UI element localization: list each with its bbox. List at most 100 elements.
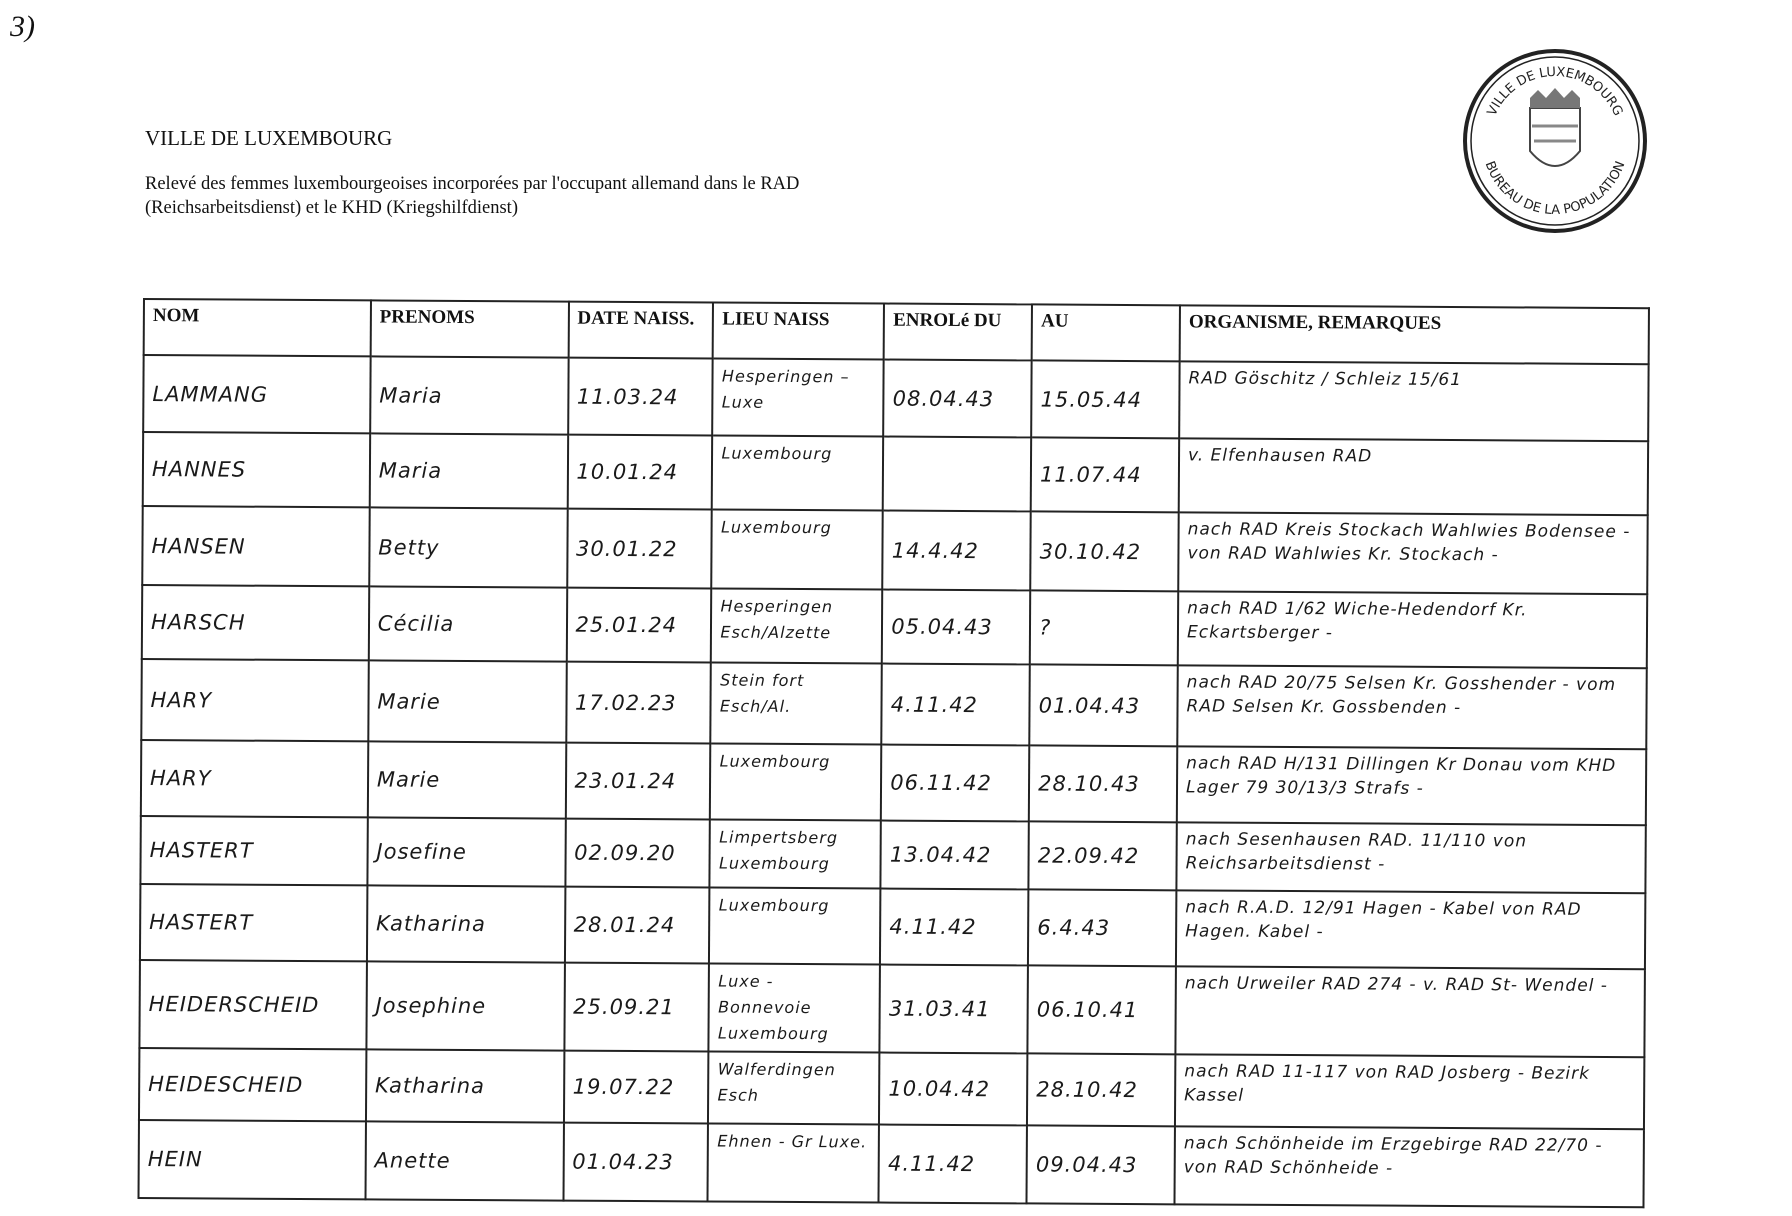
cell-remarques: nach Sesenhausen RAD. 11/110 von Reichsa…: [1176, 822, 1646, 894]
svg-text:BUREAU DE LA POPULATION: BUREAU DE LA POPULATION: [1482, 159, 1629, 218]
column-header-remarques: ORGANISME, REMARQUES: [1179, 305, 1649, 365]
cell-du: 14.4.42: [882, 510, 1031, 591]
cell-nom: HEIN: [138, 1119, 366, 1200]
column-header-enrole-du: ENROLé DU: [883, 303, 1033, 361]
cell-lieu: Luxe - Bonnevoie Luxembourg: [708, 963, 881, 1053]
cell-date: 02.09.20: [564, 818, 711, 888]
cell-date: 10.01.24: [567, 434, 713, 510]
cell-prenom: Josephine: [366, 961, 565, 1051]
cell-au: 30.10.42: [1030, 511, 1179, 592]
cell-lieu: Stein fort Esch/Al.: [710, 662, 883, 745]
cell-remarques: nach RAD H/131 Dillingen Kr Donau vom KH…: [1176, 746, 1647, 826]
table-row: LAMMANG Maria 11.03.24 Hesperingen – Luxe 08…: [143, 355, 1649, 442]
cell-au: 01.04.43: [1029, 664, 1178, 747]
cell-au: 06.10.41: [1027, 965, 1176, 1055]
column-header-date-naiss: DATE NAISS.: [568, 301, 714, 359]
column-header-prenoms: PRENOMS: [370, 300, 569, 358]
cell-prenom: Katharina: [366, 885, 565, 963]
cell-au: 22.09.42: [1028, 821, 1177, 891]
table-row: HARSCH Cécilia 25.01.24 Hesperingen Esch/Al…: [141, 585, 1648, 669]
table-row: HEIN Anette 01.04.23 Ehnen - Gr Luxe. 4.11.4…: [138, 1119, 1644, 1208]
cell-du: 08.04.43: [883, 359, 1032, 438]
table-row: HEIDESCHEID Katharina 19.07.22 Walferdingen…: [138, 1047, 1645, 1130]
cell-au: 11.07.44: [1030, 437, 1180, 513]
cell-nom: LAMMANG: [143, 355, 371, 434]
cell-remarques: nach Urweiler RAD 274 - v. RAD St- Wende…: [1175, 966, 1645, 1058]
cell-prenom: Josefine: [367, 817, 566, 887]
cell-du: 4.11.42: [878, 1124, 1028, 1204]
cell-lieu: Hesperingen Esch/Alzette: [711, 588, 883, 664]
cell-prenom: Anette: [365, 1121, 564, 1201]
cell-lieu: Limpertsberg Luxembourg: [709, 819, 882, 889]
cell-du: 05.04.43: [882, 589, 1031, 665]
cell-du: [882, 436, 1032, 512]
cell-remarques: RAD Göschitz / Schleiz 15/61: [1179, 361, 1649, 442]
cell-au: ?: [1029, 590, 1179, 666]
column-header-lieu-naiss: LIEU NAISS: [713, 302, 885, 360]
cell-date: 17.02.23: [565, 661, 712, 744]
table-row: HEIDERSCHEID Josephine 25.09.21 Luxe - Bonn…: [139, 959, 1645, 1058]
city-seal-stamp: VILLE DE LUXEMBOURG BUREAU DE LA POPULAT…: [1463, 49, 1647, 233]
cell-nom: HASTERT: [139, 883, 368, 962]
cell-date: 28.01.24: [564, 886, 710, 964]
cell-du: 06.11.42: [881, 744, 1030, 822]
cell-prenom: Cécilia: [368, 586, 567, 662]
cell-au: 6.4.43: [1028, 889, 1177, 967]
enrollment-table: NOM PRENOMS DATE NAISS. LIEU NAISS ENROL…: [137, 298, 1649, 1208]
cell-remarques: nach RAD 11-117 von RAD Josberg - Bezirk…: [1174, 1054, 1645, 1130]
cell-au: 09.04.43: [1026, 1125, 1175, 1205]
table-row: HASTERT Josefine 02.09.20 Limpertsberg Luxe…: [140, 815, 1646, 894]
cell-date: 19.07.22: [563, 1050, 709, 1124]
cell-remarques: nach RAD Kreis Stockach Wahlwies Bodense…: [1178, 512, 1648, 595]
cell-lieu: Ehnen - Gr Luxe.: [707, 1123, 880, 1203]
cell-nom: HANNES: [142, 432, 371, 508]
table-row: HANSEN Betty 30.01.22 Luxembourg 14.4.42 30.1…: [142, 506, 1648, 595]
document-subtitle: Relevé des femmes luxembourgeoises incor…: [145, 174, 800, 218]
cell-nom: HASTERT: [140, 815, 368, 886]
cell-lieu: Luxembourg: [711, 509, 883, 590]
table-row: HASTERT Katharina 28.01.24 Luxembourg 4.11.4…: [139, 883, 1646, 970]
cell-du: 13.04.42: [880, 820, 1029, 890]
cell-lieu: Luxembourg: [709, 887, 881, 965]
table-row: HANNES Maria 10.01.24 Luxembourg 11.07.44 v. …: [142, 432, 1649, 516]
column-header-nom: NOM: [143, 299, 371, 357]
cell-lieu: Luxembourg: [710, 743, 882, 821]
cell-prenom: Marie: [368, 660, 567, 743]
cell-remarques: nach RAD 20/75 Selsen Kr. Gosshender - v…: [1177, 665, 1647, 750]
cell-au: 28.10.42: [1027, 1053, 1176, 1127]
cell-du: 4.11.42: [881, 663, 1030, 746]
cell-date: 23.01.24: [565, 742, 711, 820]
cell-lieu: Walferdingen Esch: [708, 1051, 880, 1125]
table-row: HARY Marie 23.01.24 Luxembourg 06.11.42 28.10…: [140, 739, 1647, 826]
cell-remarques: nach R.A.D. 12/91 Hagen - Kabel von RAD …: [1175, 890, 1646, 970]
cell-remarques: nach RAD 1/62 Wiche-Hedendorf Kr. Eckart…: [1177, 591, 1648, 669]
cell-prenom: Marie: [367, 741, 566, 819]
cell-nom: HEIDESCHEID: [138, 1047, 367, 1122]
cell-date: 25.01.24: [566, 587, 712, 663]
cell-lieu: Hesperingen – Luxe: [712, 358, 884, 437]
cell-lieu: Luxembourg: [712, 435, 884, 511]
table-row: HARY Marie 17.02.23 Stein fort Esch/Al. 4.11…: [141, 658, 1647, 750]
cell-date: 30.01.22: [566, 508, 713, 589]
cell-prenom: Maria: [369, 433, 568, 509]
cell-au: 28.10.43: [1028, 745, 1178, 823]
cell-remarques: nach Schönheide im Erzgebirge RAD 22/70 …: [1174, 1126, 1644, 1208]
cell-nom: HARY: [141, 658, 369, 742]
cell-date: 11.03.24: [567, 357, 714, 436]
table-header-row: NOM PRENOMS DATE NAISS. LIEU NAISS ENROL…: [143, 299, 1649, 365]
cell-nom: HANSEN: [142, 506, 370, 587]
cell-nom: HARSCH: [141, 585, 370, 661]
cell-date: 01.04.23: [563, 1122, 709, 1202]
column-header-au: AU: [1031, 304, 1181, 362]
cell-nom: HARY: [140, 739, 369, 818]
cell-prenom: Betty: [369, 507, 568, 588]
cell-du: 4.11.42: [880, 888, 1029, 966]
document-title: VILLE DE LUXEMBOURG: [145, 126, 393, 150]
cell-du: 10.04.42: [879, 1052, 1028, 1126]
cell-remarques: v. Elfenhausen RAD: [1178, 438, 1649, 516]
cell-prenom: Katharina: [365, 1049, 564, 1123]
cell-nom: HEIDERSCHEID: [139, 959, 367, 1050]
cell-du: 31.03.41: [879, 964, 1029, 1054]
cell-date: 25.09.21: [563, 962, 710, 1052]
cell-prenom: Maria: [370, 356, 569, 435]
